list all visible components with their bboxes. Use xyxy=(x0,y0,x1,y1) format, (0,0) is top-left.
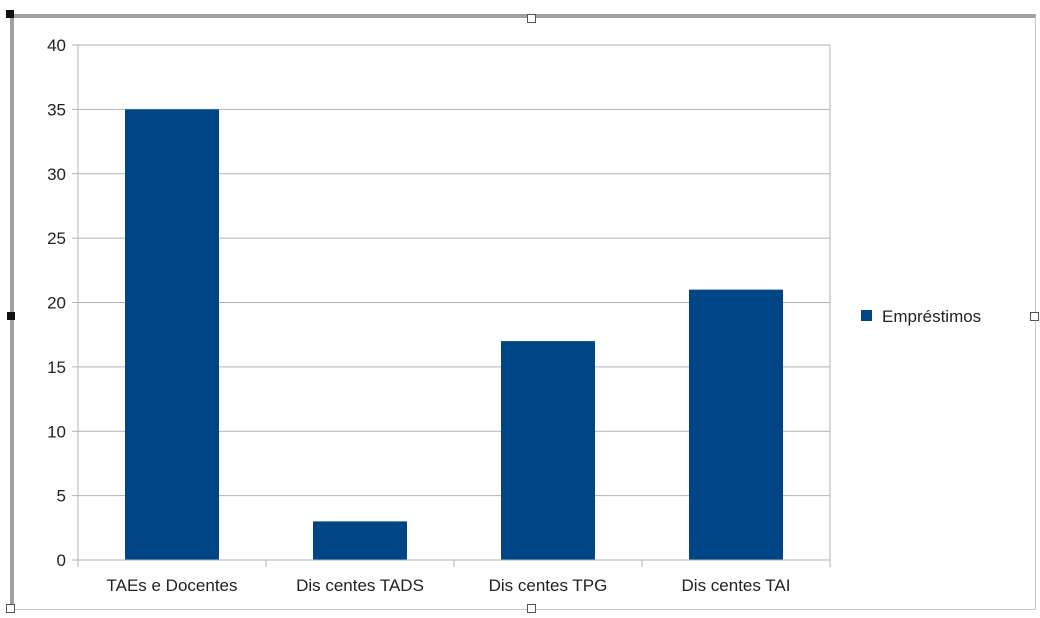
resize-handle-bottom-center[interactable] xyxy=(527,604,536,613)
y-tick-label-0: 0 xyxy=(57,551,66,570)
y-tick-label-30: 30 xyxy=(47,165,66,184)
x-tick-label-0: TAEs e Docentes xyxy=(106,576,237,595)
resize-handle-top-left[interactable] xyxy=(6,10,14,18)
y-tick-label-15: 15 xyxy=(47,358,66,377)
x-tick-label-1: Dis centes TADS xyxy=(296,576,424,595)
axes xyxy=(72,45,831,567)
bar-1[interactable] xyxy=(313,521,407,560)
y-tick-label-25: 25 xyxy=(47,229,66,248)
resize-handle-middle-right[interactable] xyxy=(1030,312,1039,321)
x-tick-labels: TAEs e Docentes Dis centes TADS Dis centes… xyxy=(106,576,790,595)
bar-3[interactable] xyxy=(689,289,783,560)
bar-0[interactable] xyxy=(125,109,219,560)
y-tick-label-20: 20 xyxy=(47,294,66,313)
bars xyxy=(125,109,783,560)
resize-handle-middle-left[interactable] xyxy=(7,312,15,320)
legend-swatch-0 xyxy=(861,310,872,321)
legend: Empréstimos xyxy=(861,307,981,326)
resize-handle-top-center[interactable] xyxy=(527,14,536,23)
resize-handle-bottom-left[interactable] xyxy=(6,604,15,613)
x-tick-label-3: Dis centes TAI xyxy=(682,576,791,595)
x-tick-label-2: Dis centes TPG xyxy=(489,576,608,595)
bar-2[interactable] xyxy=(501,341,595,560)
y-tick-labels: 0 5 10 15 20 25 30 35 40 xyxy=(47,36,66,570)
legend-label-0: Empréstimos xyxy=(882,307,981,326)
y-tick-label-40: 40 xyxy=(47,36,66,55)
y-tick-label-35: 35 xyxy=(47,100,66,119)
y-tick-label-10: 10 xyxy=(47,422,66,441)
y-tick-label-5: 5 xyxy=(57,487,66,506)
